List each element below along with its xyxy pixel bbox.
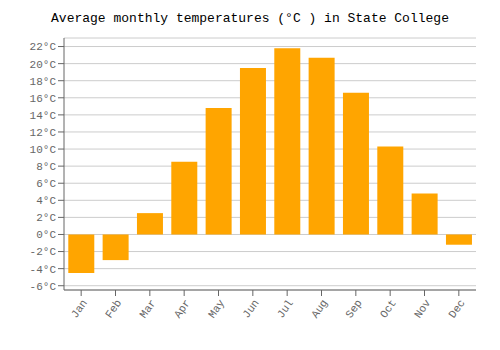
svg-text:20°C: 20°C [30,59,57,71]
svg-text:Jul: Jul [275,297,296,320]
svg-text:2°C: 2°C [36,212,56,224]
svg-text:Jun: Jun [240,297,261,320]
svg-text:12°C: 12°C [30,127,57,139]
svg-text:Mar: Mar [137,297,158,320]
svg-text:-4°C: -4°C [30,264,57,276]
svg-text:10°C: 10°C [30,144,57,156]
svg-text:Dec: Dec [446,297,467,320]
svg-text:-6°C: -6°C [30,281,57,293]
svg-text:Aug: Aug [309,297,330,320]
svg-text:Apr: Apr [172,297,193,320]
svg-text:May: May [206,297,227,320]
svg-text:18°C: 18°C [30,76,57,88]
svg-text:-2°C: -2°C [30,246,57,258]
svg-text:Sep: Sep [343,297,364,320]
svg-text:Jan: Jan [69,297,90,320]
svg-text:16°C: 16°C [30,93,57,105]
svg-text:Oct: Oct [378,297,399,320]
svg-text:4°C: 4°C [36,195,56,207]
svg-text:6°C: 6°C [36,178,56,190]
svg-text:0°C: 0°C [36,229,56,241]
svg-text:Feb: Feb [103,297,124,320]
svg-text:8°C: 8°C [36,161,56,173]
svg-text:22°C: 22°C [30,41,57,53]
svg-text:14°C: 14°C [30,110,57,122]
svg-text:Nov: Nov [412,297,433,320]
html-text:Average monthly temperatures (: Average monthly temperatures (°C ) in St… [51,11,449,26]
